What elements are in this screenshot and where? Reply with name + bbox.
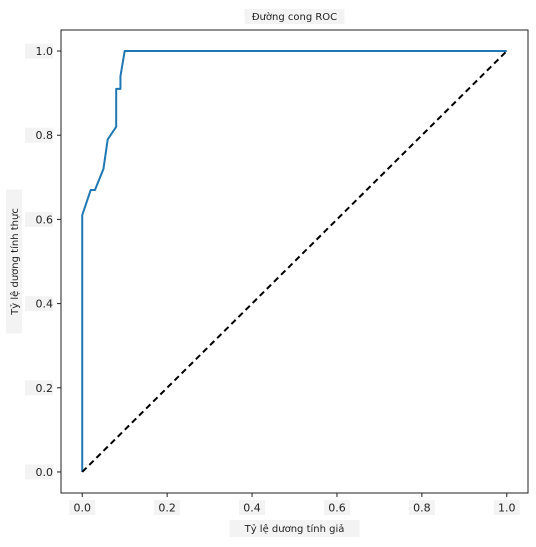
y-tick-label: 1.0	[36, 45, 54, 58]
x-tick-label: 0.4	[243, 502, 261, 515]
series-layer	[81, 50, 508, 473]
chart-title-bg	[244, 9, 345, 24]
x-tick-label-bg	[239, 500, 266, 515]
x-axis-title-bg	[229, 520, 360, 537]
y-axis-title-bg	[6, 189, 22, 334]
x-tick-label-bg	[69, 500, 96, 515]
x-tick-label: 0.8	[413, 502, 431, 515]
y-tick-label: 0.8	[36, 129, 54, 142]
x-tick-label: 0.2	[158, 502, 176, 515]
y-tick-label-bg	[25, 43, 53, 59]
x-tick-label-bg	[154, 500, 181, 515]
x-tick-label: 0.6	[328, 502, 346, 515]
y-tick-label: 0.6	[36, 213, 54, 226]
x-axis-title: Tỷ lệ dương tính giả	[244, 523, 345, 535]
y-axis-title: Tỷ lệ dương tính thực	[9, 208, 21, 316]
y-tick-label-bg	[25, 296, 53, 312]
y-tick-label: 0.0	[36, 466, 54, 479]
x-tick-label: 1.0	[498, 502, 516, 515]
y-tick-label-bg	[25, 464, 53, 480]
x-tick-label: 0.0	[73, 502, 91, 515]
y-tick-label-bg	[25, 211, 53, 227]
chart-title: Đường cong ROC	[252, 11, 337, 23]
plot-frame	[60, 29, 529, 494]
y-tick-label: 0.4	[36, 298, 54, 311]
ticks-layer: 0.0 0.2 0.4 0.6 0.8 1.0 0.0 0.2 0.4 0.6 0.8 1.0	[36, 45, 516, 514]
y-tick-label: 0.2	[36, 382, 54, 395]
y-tick-label-bg	[25, 127, 53, 143]
x-tick-label-bg	[493, 500, 520, 515]
x-tick-label-bg	[323, 500, 350, 515]
roc-curve-line	[81, 50, 507, 472]
x-tick-label-bg	[408, 500, 435, 515]
labels-layer	[6, 9, 520, 537]
y-tick-label-bg	[25, 380, 53, 396]
